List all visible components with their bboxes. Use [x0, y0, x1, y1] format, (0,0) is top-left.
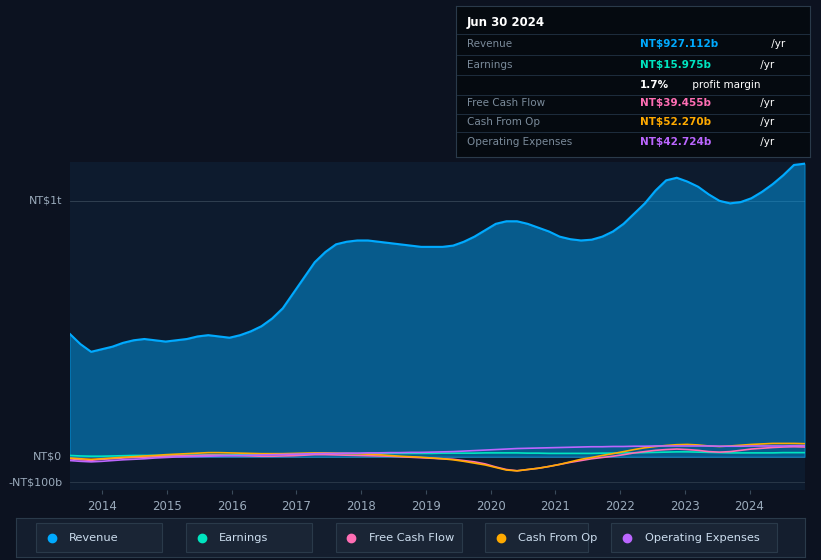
- Text: Revenue: Revenue: [467, 39, 512, 49]
- Text: Free Cash Flow: Free Cash Flow: [467, 98, 545, 108]
- Text: Operating Expenses: Operating Expenses: [467, 137, 572, 147]
- Text: /yr: /yr: [757, 98, 774, 108]
- Bar: [612, 522, 777, 553]
- Text: NT$52.270b: NT$52.270b: [640, 117, 711, 127]
- Bar: [36, 522, 163, 553]
- Text: Earnings: Earnings: [219, 533, 268, 543]
- Text: NT$1t: NT$1t: [29, 196, 62, 206]
- Text: /yr: /yr: [757, 137, 774, 147]
- Text: Operating Expenses: Operating Expenses: [644, 533, 759, 543]
- Bar: [485, 522, 588, 553]
- Text: /yr: /yr: [757, 117, 774, 127]
- Text: NT$42.724b: NT$42.724b: [640, 137, 712, 147]
- Text: profit margin: profit margin: [689, 80, 760, 90]
- Text: /yr: /yr: [757, 59, 774, 69]
- Text: Earnings: Earnings: [467, 59, 512, 69]
- Text: Jun 30 2024: Jun 30 2024: [467, 16, 545, 30]
- Text: NT$927.112b: NT$927.112b: [640, 39, 718, 49]
- Text: Free Cash Flow: Free Cash Flow: [369, 533, 454, 543]
- Bar: [186, 522, 312, 553]
- Text: Cash From Op: Cash From Op: [519, 533, 598, 543]
- Text: NT$0: NT$0: [34, 452, 62, 462]
- Text: Cash From Op: Cash From Op: [467, 117, 540, 127]
- Text: -NT$100b: -NT$100b: [8, 477, 62, 487]
- Text: NT$39.455b: NT$39.455b: [640, 98, 711, 108]
- Bar: [336, 522, 461, 553]
- Text: NT$15.975b: NT$15.975b: [640, 59, 711, 69]
- Text: Revenue: Revenue: [69, 533, 119, 543]
- Text: 1.7%: 1.7%: [640, 80, 669, 90]
- Text: /yr: /yr: [768, 39, 785, 49]
